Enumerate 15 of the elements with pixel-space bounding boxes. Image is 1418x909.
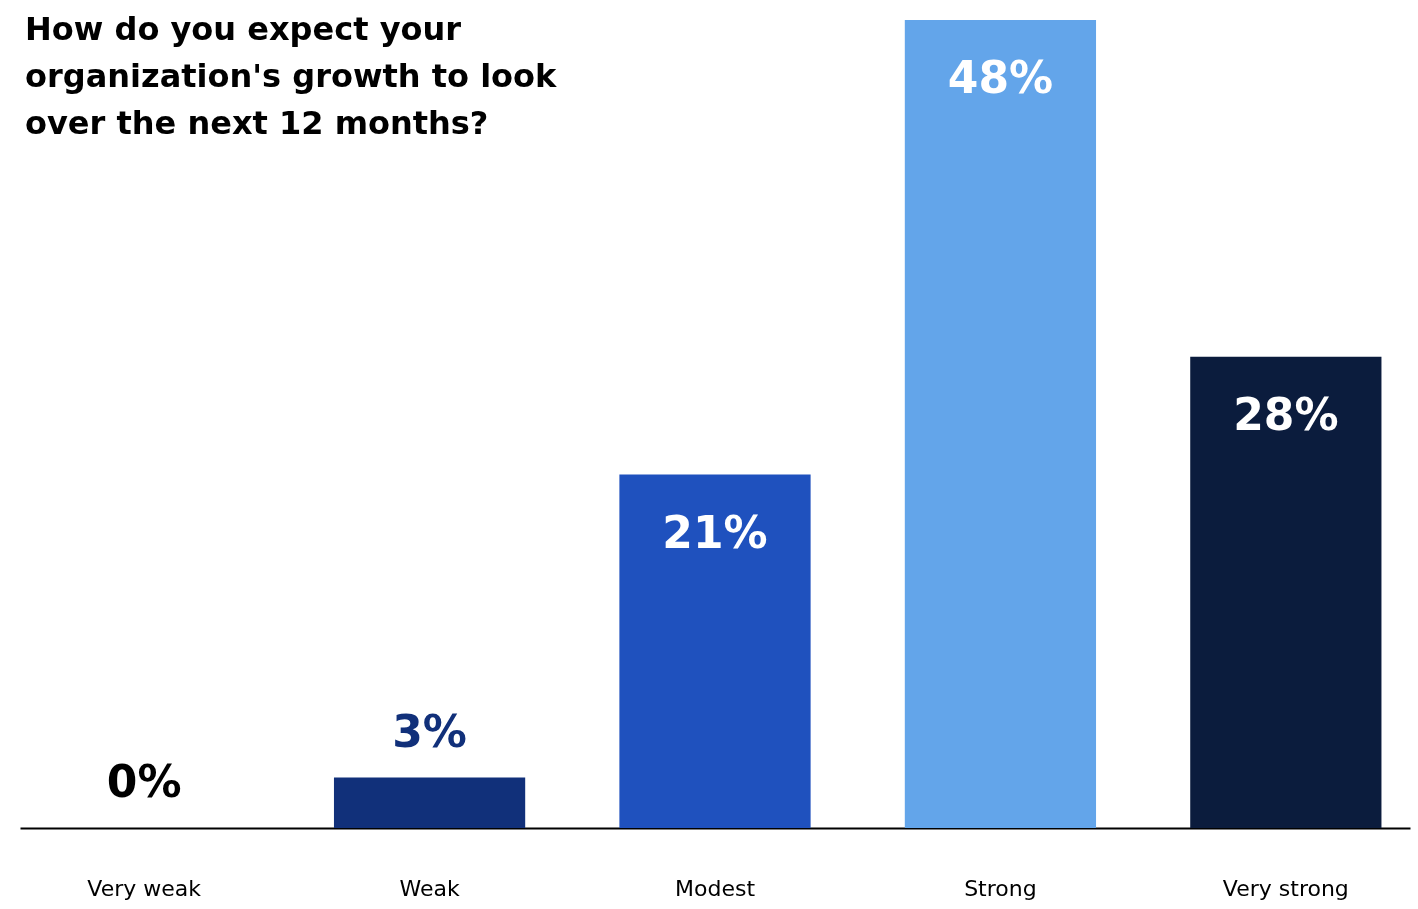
- data-label: 21%: [662, 506, 768, 558]
- bar: [619, 474, 811, 828]
- data-label: 48%: [947, 52, 1054, 103]
- bar: [1190, 356, 1382, 828]
- bar: [333, 777, 526, 828]
- data-label: 3%: [392, 705, 467, 757]
- data-label: 0%: [106, 756, 182, 807]
- bar: [904, 20, 1097, 828]
- text: How do you expect your organization's growth to look over the next 12 months?: [25, 10, 558, 142]
- x-tick-label: Strong: [964, 875, 1037, 901]
- x-tick-label: Very strong: [1222, 875, 1349, 901]
- x-tick-label: Very weak: [87, 875, 202, 901]
- data-label: 28%: [1233, 388, 1339, 440]
- x-tick-label: Weak: [399, 875, 460, 901]
- x-tick-label: Modest: [674, 875, 756, 901]
